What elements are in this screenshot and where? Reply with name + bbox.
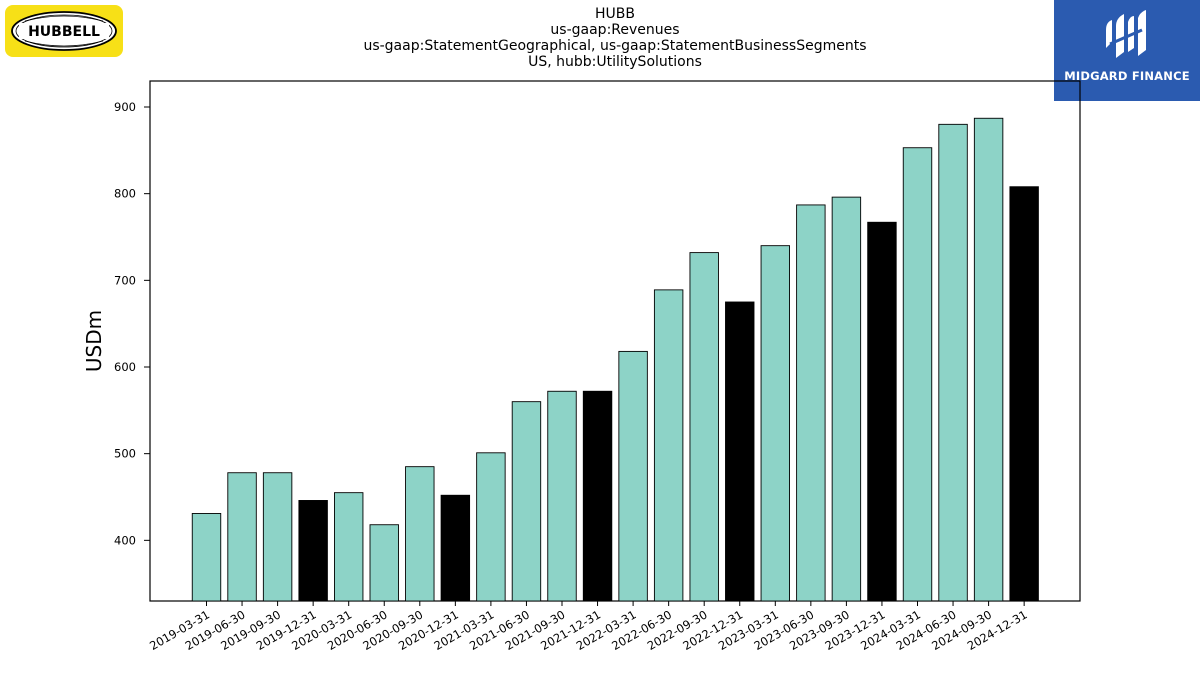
bar-2020-06-30: [369, 524, 399, 602]
y-tick-label: 900: [114, 100, 136, 114]
chart-title: HUBB us-gaap:Revenues us-gaap:StatementG…: [150, 6, 1080, 70]
bar-2024-06-30: [938, 123, 968, 602]
bar-2021-06-30: [511, 401, 542, 602]
bar-2021-12-31: [582, 390, 613, 602]
y-tick-label: 400: [114, 533, 136, 547]
hubbell-logo-text: HUBBELL: [28, 24, 100, 40]
title-line-members: US, hubb:UtilitySolutions: [528, 54, 702, 70]
bar-2024-12-31: [1009, 186, 1039, 602]
bar-2019-06-30: [227, 472, 257, 602]
bar-2019-09-30: [262, 472, 293, 602]
y-tick-label: 700: [114, 273, 136, 287]
bar-2021-03-31: [476, 452, 506, 602]
y-tick-label: 800: [114, 187, 136, 201]
hubbell-logo: HUBBELL: [5, 5, 123, 57]
bar-2022-06-30: [653, 289, 684, 602]
bar-2024-03-31: [902, 147, 933, 602]
bar-2020-03-31: [334, 492, 364, 602]
bar-2022-12-31: [725, 301, 755, 602]
bar-2020-09-30: [405, 466, 435, 602]
midgard-finance-logo: MIDGARD FINANCE: [1054, 0, 1200, 101]
y-tick-label: 500: [114, 447, 136, 461]
midgard-finance-logo-text: MIDGARD FINANCE: [1064, 69, 1190, 83]
plot-area: [149, 80, 1081, 602]
title-line-axes: us-gaap:StatementGeographical, us-gaap:S…: [363, 38, 867, 54]
title-line-metric: us-gaap:Revenues: [550, 22, 680, 38]
bar-series: [191, 117, 1039, 602]
bar-2023-09-30: [831, 196, 862, 602]
bar-2021-09-30: [547, 390, 577, 602]
bar-2024-09-30: [973, 117, 1004, 602]
bar-2019-03-31: [191, 513, 222, 602]
title-line-ticker: HUBB: [595, 6, 635, 22]
y-axis: 400 500 600 700 800 900: [114, 100, 150, 547]
bar-2023-03-31: [760, 245, 790, 602]
y-axis-label: USDm: [82, 310, 106, 372]
y-tick-label: 600: [114, 360, 136, 374]
x-axis: 2019-03-312019-06-302019-09-302019-12-31…: [147, 601, 1030, 653]
bar-2019-12-31: [298, 500, 328, 602]
bar-2023-12-31: [867, 221, 897, 602]
bar-2020-12-31: [440, 494, 471, 602]
bar-2022-03-31: [618, 350, 648, 602]
bar-2023-06-30: [796, 204, 826, 602]
bar-2022-09-30: [689, 252, 719, 602]
